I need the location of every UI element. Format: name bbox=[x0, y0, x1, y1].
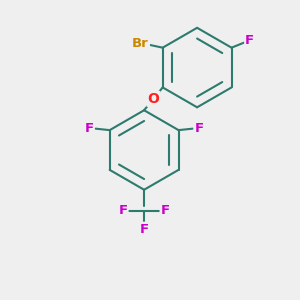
Text: O: O bbox=[148, 92, 159, 106]
Text: Br: Br bbox=[132, 37, 149, 50]
Text: F: F bbox=[118, 205, 128, 218]
Text: F: F bbox=[245, 34, 254, 47]
Text: F: F bbox=[161, 205, 170, 218]
Text: F: F bbox=[85, 122, 94, 135]
Text: F: F bbox=[195, 122, 204, 135]
Text: F: F bbox=[140, 223, 149, 236]
